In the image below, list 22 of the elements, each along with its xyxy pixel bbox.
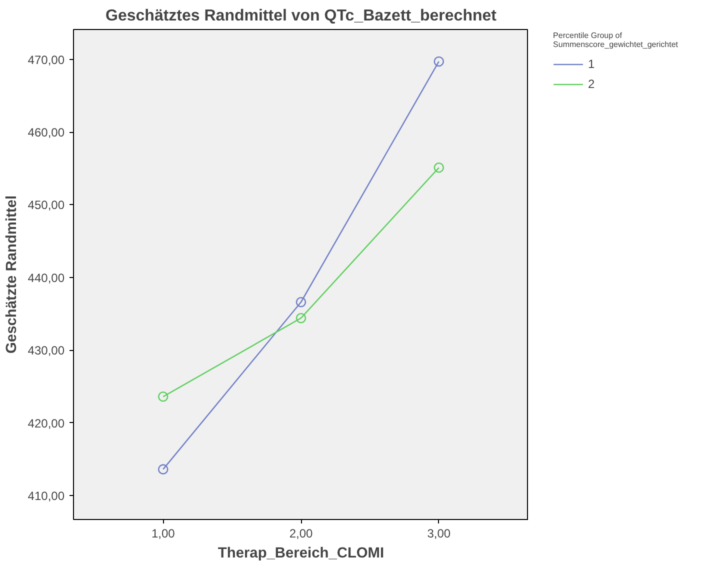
y-tick-label: 450,00: [28, 198, 65, 212]
legend-label: 2: [588, 77, 596, 91]
x-tick-label: 1,00: [151, 526, 176, 540]
y-tick-label: 430,00: [28, 344, 65, 358]
x-axis-title: Therap_Bereich_CLOMI: [218, 546, 384, 562]
point: [434, 56, 444, 67]
point: [296, 296, 306, 308]
point: [434, 162, 444, 173]
point: [158, 464, 168, 474]
x-tick-label: 2,00: [289, 526, 314, 540]
y-tick-label: 410,00: [28, 489, 65, 504]
legend-label: 1: [588, 57, 596, 71]
y-tick-label: 420,00: [28, 416, 65, 430]
y-axis-title: Geschätzte Randmittel: [4, 196, 20, 354]
point: [158, 391, 168, 402]
y-tick-label: 470,00: [28, 52, 65, 67]
x-tick-label: 3,00: [427, 526, 451, 540]
y-tick-label: 460,00: [28, 126, 65, 140]
y-tick-label: 440,00: [28, 270, 65, 285]
chart-title: Geschätztes Randmittel von QTc_Bazett_berechnet: [106, 8, 498, 24]
legend-title: Percentile Group of Summenscore_gewichtet_gerichtet: [553, 31, 678, 49]
point: [296, 312, 306, 324]
